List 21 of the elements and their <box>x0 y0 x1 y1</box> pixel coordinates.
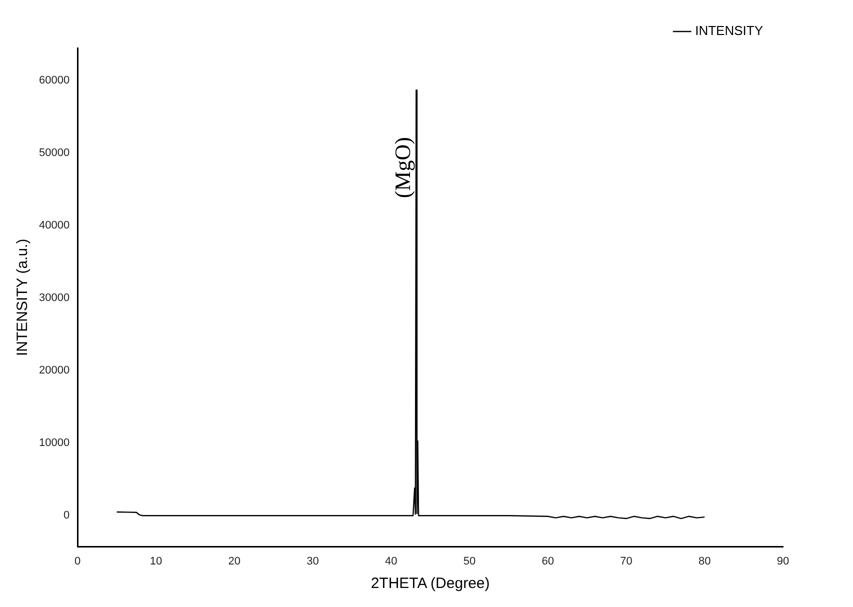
y-tick-label: 60000 <box>38 74 70 87</box>
legend-label: INTENSITY <box>695 23 764 38</box>
x-tick-label: 30 <box>306 555 319 568</box>
x-tick-label: 40 <box>384 555 398 568</box>
x-axis-title: 2THETA (Degree) <box>370 575 490 592</box>
y-tick-label: 20000 <box>38 364 70 377</box>
x-tick-label: 90 <box>776 555 790 568</box>
x-tick-label: 50 <box>463 555 476 568</box>
y-tick-label: 30000 <box>38 292 70 304</box>
y-tick-label: 50000 <box>38 147 70 160</box>
x-tick-label: 70 <box>620 555 632 568</box>
annotation: (MgO) <box>390 137 415 198</box>
x-tick-label: 80 <box>698 555 711 568</box>
y-axis-title: INTENSITY (a.u.) <box>14 238 32 356</box>
y-tick-label: 10000 <box>38 437 70 450</box>
x-tick-label: 0 <box>74 555 81 568</box>
x-tick-label: 60 <box>542 555 554 568</box>
y-tick-label: 40000 <box>38 220 70 232</box>
y-tick-label: 0 <box>63 510 70 522</box>
x-tick-label: 20 <box>228 555 240 568</box>
x-tick-label: 10 <box>150 555 162 568</box>
